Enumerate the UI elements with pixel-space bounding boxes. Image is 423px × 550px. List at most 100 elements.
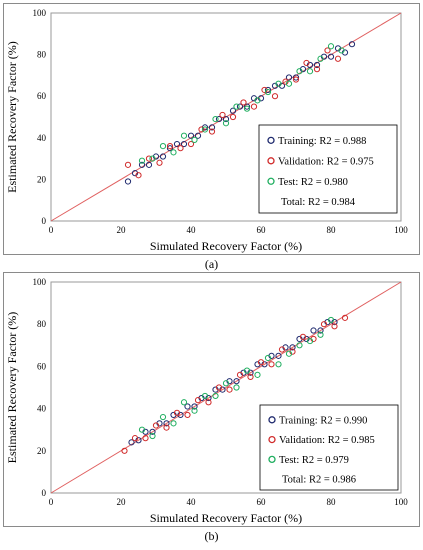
chart-panel-b: 0 20 40 60 80 100 0 20 40 60 80 100 Simulated Recove… [3,272,420,527]
y-tick-label: 40 [37,133,47,143]
data-point-series-2 [313,66,321,73]
legend-total-label: Total: R2 = 0.984 [281,197,356,208]
data-point-series-2 [240,99,247,106]
legend-label-series-1: Training: R2 = 0.988 [278,136,366,147]
plot-area-a [50,12,402,222]
y-tick-label: 100 [33,8,47,18]
legend-box-b [259,404,399,491]
data-point-series-2 [278,346,286,353]
data-point-series-2 [121,447,128,454]
data-point-series-2 [173,409,181,416]
data-point-series-3 [285,350,293,357]
data-point-series-1 [184,403,191,410]
data-point-series-1 [285,74,293,81]
data-point-series-1 [348,41,356,48]
y-tick-label: 60 [37,361,47,371]
data-point-series-2 [131,435,139,442]
data-point-series-1 [275,352,282,359]
data-point-series-3 [180,399,188,406]
data-point-series-3 [149,432,156,440]
data-point-series-1 [159,153,167,160]
data-point-series-3 [170,420,177,427]
y-tick-label: 40 [37,404,47,414]
data-point-series-2 [236,371,244,378]
data-point-series-3 [222,380,230,387]
x-axis-title: Simulated Recovery Factor (%) [150,511,302,525]
data-point-series-3 [201,392,209,400]
data-point-series-1 [292,74,300,81]
x-axis-title: Simulated Recovery Factor (%) [150,239,302,253]
y-tick-label: 0 [42,488,47,498]
legend-marker-series-1 [267,136,275,144]
data-point-series-1 [191,403,198,410]
data-point-series-2 [166,143,174,150]
data-point-series-3 [212,115,219,123]
data-point-series-3 [254,371,261,378]
data-point-series-3 [159,143,167,150]
data-point-series-2 [324,47,331,54]
data-point-series-3 [254,97,261,104]
legend-label-series-2: Validation: R2 = 0.975 [278,156,374,167]
data-point-series-2 [208,128,216,135]
data-point-series-2 [341,314,349,321]
legend-label-series-1: Training: R2 = 0.990 [279,415,367,426]
data-point-series-3 [212,392,219,400]
x-tick-label: 80 [327,225,337,235]
data-point-series-2 [135,172,142,179]
data-point-series-3 [296,68,303,75]
data-point-series-2 [163,424,170,431]
y-tick-label: 80 [37,50,47,60]
data-point-series-2 [331,323,338,330]
x-tick-label: 0 [49,225,54,235]
data-point-series-2 [187,140,195,148]
caption-b: (b) [204,529,219,543]
data-point-series-1 [215,115,223,123]
legend-total-label: Total: R2 = 0.986 [282,475,356,486]
data-point-series-3 [306,337,314,345]
data-point-series-3 [233,384,240,391]
data-point-series-2 [145,155,153,162]
data-point-series-3 [275,80,282,87]
data-point-series-2 [152,422,160,429]
data-point-series-3 [138,157,146,164]
data-point-series-1 [313,61,321,69]
data-point-series-3 [306,68,314,75]
data-point-series-1 [180,140,188,148]
data-point-series-2 [303,59,310,67]
data-point-series-2 [250,103,258,110]
data-point-series-1 [310,327,317,334]
legend-marker-series-3 [267,177,275,185]
data-point-series-3 [264,354,272,362]
y-axis-title: Estimated Recovery Factor (%) [5,312,19,464]
y-tick-label: 100 [33,277,47,287]
legend-marker-series-1 [268,416,276,424]
data-point-series-1 [145,161,153,168]
data-point-series-2 [142,435,149,442]
data-point-series-2 [257,359,265,366]
data-point-series-1 [149,428,156,435]
y-axis-title: Estimated Recovery Factor (%) [5,41,19,193]
data-point-series-2 [219,111,226,119]
data-point-series-3 [296,342,303,349]
x-tick-label: 20 [117,497,127,507]
data-point-series-2 [215,384,223,391]
x-tick-label: 60 [257,497,267,507]
legend-marker-series-3 [268,455,276,464]
legend-label-series-2: Validation: R2 = 0.985 [279,435,375,446]
legend-label-series-3: Test: R2 = 0.980 [278,177,348,188]
legend-marker-series-2 [267,157,275,165]
data-point-series-1 [243,103,251,110]
data-point-series-1 [128,439,135,446]
x-tick-label: 80 [327,497,337,507]
data-point-series-3 [159,413,167,421]
data-point-series-1 [187,132,195,139]
data-point-series-3 [338,47,345,54]
plot-area-b [50,281,402,494]
data-point-series-1 [229,107,237,114]
data-point-series-1 [236,103,244,110]
x-tick-label: 100 [394,225,408,235]
data-point-series-1 [166,145,174,152]
data-point-series-3 [327,43,335,50]
data-point-series-3 [170,149,177,156]
data-point-series-3 [317,331,324,338]
